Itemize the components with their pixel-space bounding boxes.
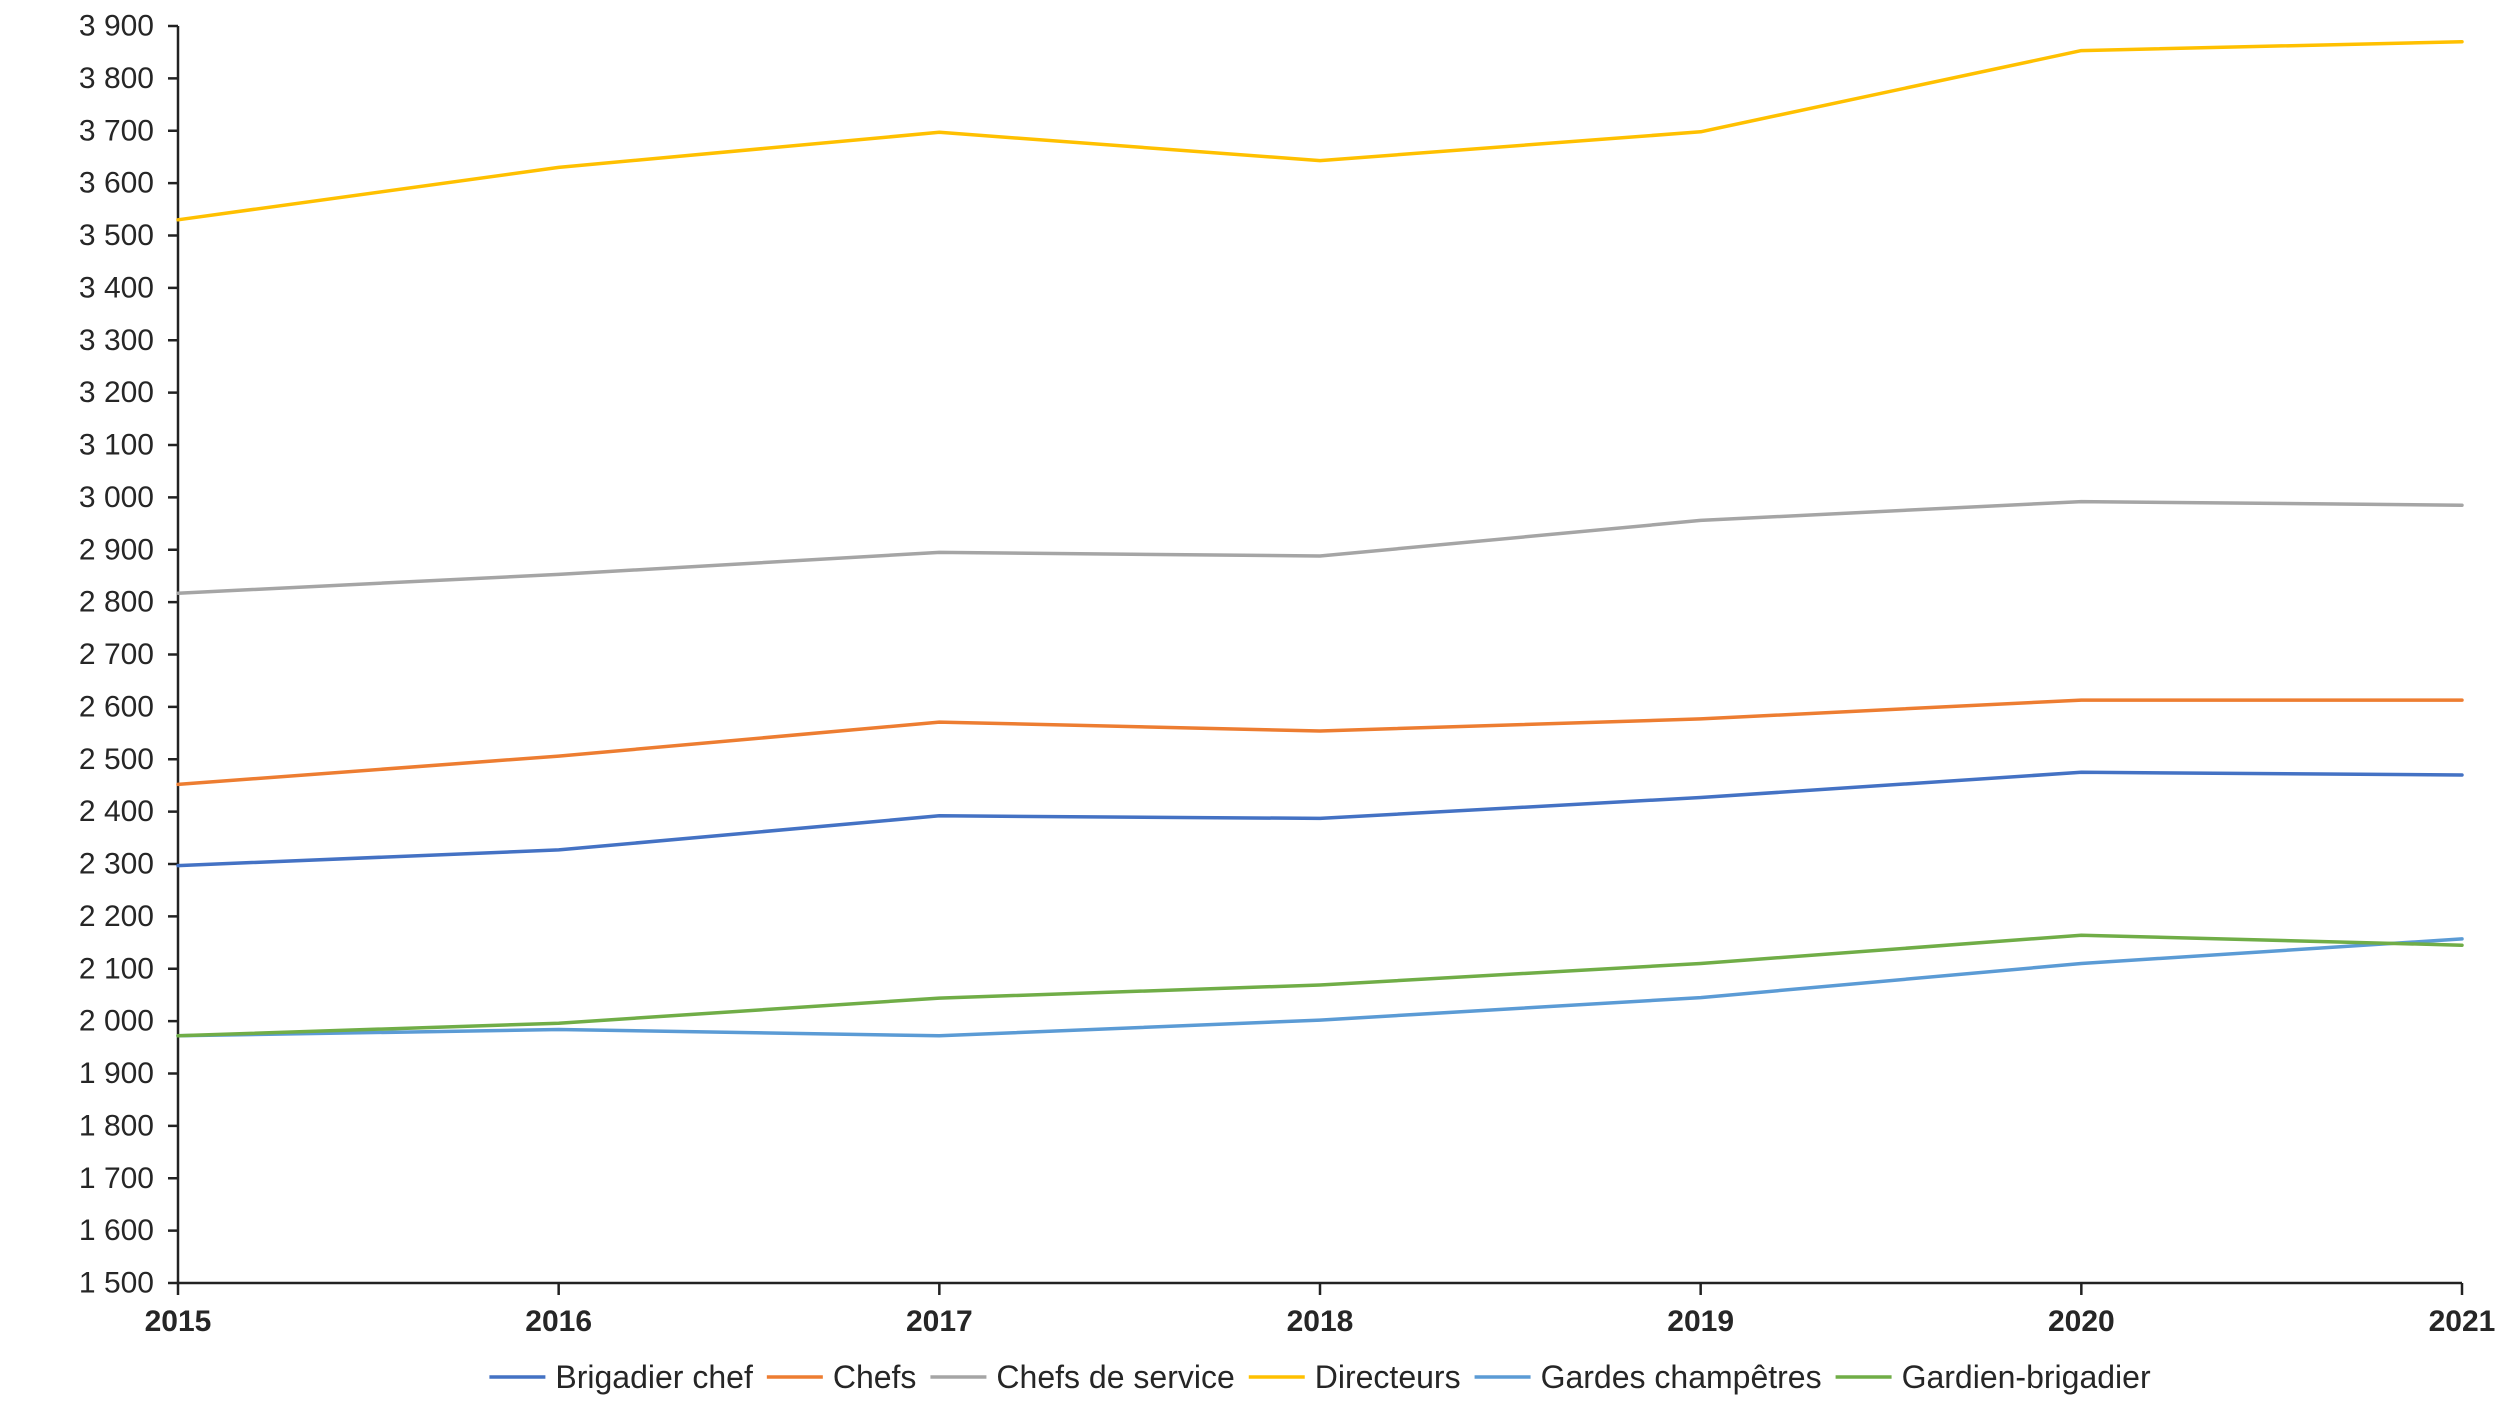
y-tick-label: 3 200: [79, 376, 154, 409]
legend-label: Chefs de service: [996, 1359, 1234, 1395]
y-tick-label: 3 900: [79, 10, 154, 43]
legend-item: Gardes champêtres: [1474, 1359, 1822, 1395]
y-tick-label: 3 100: [79, 429, 154, 462]
y-tick-label: 3 300: [79, 324, 154, 357]
x-tick-label: 2018: [1287, 1305, 1354, 1338]
x-tick-label: 2019: [1667, 1305, 1734, 1338]
y-tick-label: 2 800: [79, 586, 154, 619]
y-tick-label: 2 100: [79, 952, 154, 985]
y-tick-label: 1 700: [79, 1162, 154, 1195]
y-tick-label: 2 500: [79, 743, 154, 776]
y-tick-label: 3 700: [79, 114, 154, 147]
x-tick-label: 2020: [2048, 1305, 2115, 1338]
legend: Brigadier chef Chefs Chefs de service Direc…: [489, 1359, 2151, 1395]
y-axis: 1 500 1 600 1 700 1 800 1 900 2 000 2 100 2 200…: [79, 10, 180, 1300]
series-line-chefs: [176, 698, 2464, 787]
x-axis: 2015 2016 2017 2018 2019 2020 2021: [145, 1281, 2496, 1338]
y-tick-label: 3 600: [79, 167, 154, 200]
y-tick-label: 2 600: [79, 690, 154, 723]
y-tick-label: 3 400: [79, 271, 154, 304]
y-tick-label: 2 400: [79, 795, 154, 828]
legend-item: Chefs: [766, 1359, 917, 1395]
y-tick-label: 2 300: [79, 848, 154, 881]
series-line-chefs-de-service: [176, 499, 2464, 595]
series-line-directeurs: [176, 39, 2464, 222]
x-tick-label: 2015: [145, 1305, 212, 1338]
legend-item: Brigadier chef: [489, 1359, 753, 1395]
legend-label: Directeurs: [1315, 1359, 1461, 1395]
series-line-gardien-brigadier: [176, 933, 2464, 1038]
series-lines: [176, 39, 2464, 1038]
y-tick-label: 2 200: [79, 900, 154, 933]
y-tick-label: 3 000: [79, 481, 154, 514]
y-tick-label: 1 600: [79, 1214, 154, 1247]
series-line-gardes-champetres: [176, 937, 2464, 1038]
x-tick-label: 2016: [525, 1305, 592, 1338]
y-tick-label: 3 500: [79, 219, 154, 252]
y-tick-label: 2 700: [79, 638, 154, 671]
y-tick-label: 1 900: [79, 1057, 154, 1090]
x-tick-label: 2017: [906, 1305, 973, 1338]
legend-item: Directeurs: [1248, 1359, 1461, 1395]
legend-label: Gardes champêtres: [1541, 1359, 1822, 1395]
series-line-brigadier-chef: [176, 770, 2464, 868]
y-tick-label: 2 900: [79, 533, 154, 566]
legend-item: Gardien-brigadier: [1835, 1359, 2151, 1395]
y-tick-label: 1 800: [79, 1109, 154, 1142]
legend-label: Gardien-brigadier: [1902, 1359, 2151, 1395]
y-tick-label: 3 800: [79, 62, 154, 95]
x-tick-label: 2021: [2429, 1305, 2496, 1338]
legend-label: Brigadier chef: [555, 1359, 753, 1395]
y-tick-label: 1 500: [79, 1267, 154, 1300]
legend-label: Chefs: [833, 1359, 917, 1395]
y-tick-label: 2 000: [79, 1005, 154, 1038]
legend-item: Chefs de service: [930, 1359, 1235, 1395]
